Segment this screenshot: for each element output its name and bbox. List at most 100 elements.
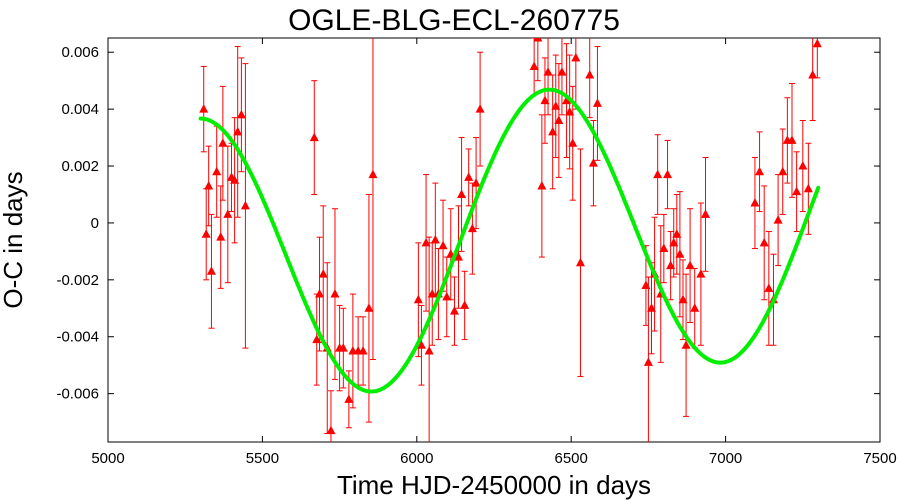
triangle-marker xyxy=(554,115,564,125)
triangle-marker xyxy=(318,269,328,278)
triangle-marker xyxy=(413,294,423,304)
data-point xyxy=(421,174,431,312)
data-point xyxy=(653,134,663,215)
data-point xyxy=(475,51,485,167)
data-point xyxy=(201,188,211,281)
plot-area xyxy=(198,38,822,442)
triangle-marker xyxy=(787,135,797,144)
x-tick-label: 5500 xyxy=(246,450,279,467)
x-tick-label: 7000 xyxy=(709,450,742,467)
data-point xyxy=(554,63,564,178)
data-point xyxy=(471,137,481,230)
data-point xyxy=(543,38,553,116)
data-point xyxy=(575,148,585,378)
triangle-marker xyxy=(427,289,437,298)
data-point xyxy=(460,270,470,341)
x-tick-label: 7500 xyxy=(863,450,896,467)
triangle-marker xyxy=(701,209,711,218)
triangle-marker xyxy=(460,300,470,309)
triangle-marker xyxy=(442,291,452,301)
data-point xyxy=(413,242,423,358)
triangle-marker xyxy=(659,243,669,253)
triangle-marker xyxy=(755,166,765,176)
triangle-marker xyxy=(803,183,813,193)
data-point xyxy=(206,213,216,329)
data-point xyxy=(568,85,578,201)
data-point xyxy=(416,304,426,386)
triangle-marker xyxy=(364,303,374,312)
data-point xyxy=(464,148,474,207)
triangle-marker xyxy=(562,95,572,105)
axis-ticks: 5000 5500 6000 6500 7000 7500 -0.006 -0.004 -0.0… xyxy=(56,38,897,467)
triangle-marker xyxy=(666,260,676,270)
triangle-marker xyxy=(696,269,706,278)
data-point xyxy=(240,63,250,349)
triangle-marker xyxy=(641,280,651,290)
triangle-marker xyxy=(326,425,336,435)
data-point xyxy=(672,193,682,275)
x-tick-label: 6500 xyxy=(555,450,588,467)
triangle-marker xyxy=(206,266,216,275)
triangle-marker xyxy=(449,306,459,315)
data-point xyxy=(358,316,368,386)
triangle-marker xyxy=(540,95,550,105)
data-point xyxy=(678,259,688,341)
triangle-marker xyxy=(653,169,663,179)
data-point xyxy=(204,145,214,227)
data-point xyxy=(529,38,539,96)
triangle-marker xyxy=(212,166,222,176)
triangle-marker xyxy=(678,294,688,304)
data-point xyxy=(453,205,463,309)
triangle-marker xyxy=(798,161,808,170)
triangle-marker xyxy=(672,229,682,238)
triangle-marker xyxy=(575,257,585,267)
data-point xyxy=(696,202,706,346)
data-point xyxy=(548,74,558,190)
data-point xyxy=(663,139,673,210)
triangle-marker xyxy=(681,340,691,349)
triangle-marker xyxy=(416,340,426,349)
triangle-marker xyxy=(557,67,567,76)
triangle-marker xyxy=(588,158,598,167)
triangle-marker xyxy=(330,289,340,298)
data-point xyxy=(778,128,788,215)
y-tick-label: 0.006 xyxy=(61,44,99,61)
triangle-marker xyxy=(471,178,481,187)
triangle-marker xyxy=(424,345,434,355)
data-point xyxy=(585,38,595,119)
y-tick-label: 0 xyxy=(91,215,99,232)
triangle-marker xyxy=(675,249,685,258)
triangle-marker xyxy=(204,180,214,190)
data-point xyxy=(424,236,434,442)
data-point xyxy=(551,54,561,158)
data-point xyxy=(759,185,769,301)
triangle-marker xyxy=(778,166,788,176)
data-point xyxy=(562,43,572,158)
triangle-marker xyxy=(315,289,325,298)
data-point xyxy=(223,145,233,284)
data-point xyxy=(216,185,226,289)
data-point xyxy=(675,191,685,318)
data-point xyxy=(309,80,319,195)
triangle-marker xyxy=(344,394,354,403)
triangle-marker xyxy=(312,334,322,344)
triangle-marker xyxy=(548,126,558,136)
triangle-marker xyxy=(358,345,368,355)
data-point xyxy=(326,390,336,442)
triangle-marker xyxy=(223,209,233,218)
triangle-marker xyxy=(464,172,474,181)
triangle-marker xyxy=(438,240,448,250)
triangle-marker xyxy=(199,104,209,113)
data-point xyxy=(685,208,695,324)
data-point xyxy=(755,131,765,213)
y-tick-label: -0.006 xyxy=(56,386,99,403)
data-point xyxy=(659,213,669,284)
triangle-marker xyxy=(759,237,769,247)
triangle-marker xyxy=(773,215,783,224)
triangle-marker xyxy=(537,180,547,190)
data-point xyxy=(565,54,575,170)
data-point xyxy=(669,208,679,278)
triangle-marker xyxy=(309,132,319,142)
data-point xyxy=(212,125,222,218)
triangle-marker xyxy=(457,189,467,198)
